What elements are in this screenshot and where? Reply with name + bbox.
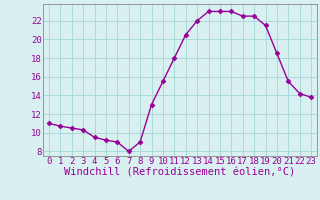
X-axis label: Windchill (Refroidissement éolien,°C): Windchill (Refroidissement éolien,°C): [64, 168, 296, 178]
